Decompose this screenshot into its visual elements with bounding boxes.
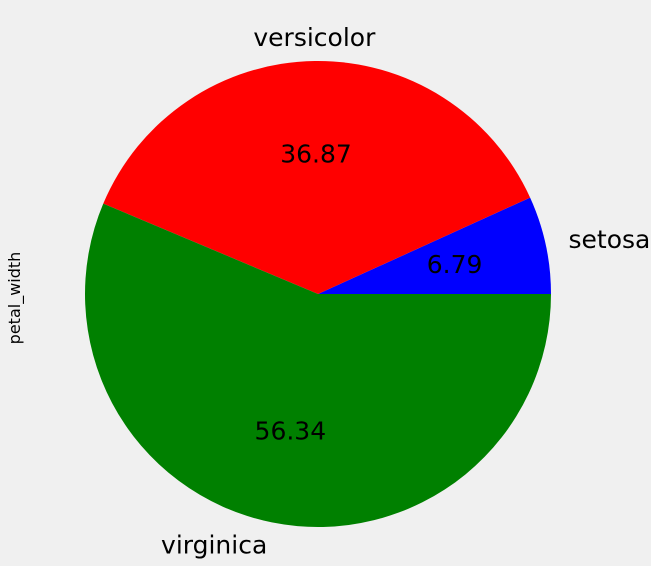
pie-slice-setosa	[318, 197, 551, 294]
pie-slices	[85, 61, 551, 527]
slice-value-versicolor: 36.87	[280, 140, 352, 169]
y-axis-label: petal_width	[5, 252, 25, 345]
slice-label-setosa: setosa	[568, 225, 650, 254]
slice-value-virginica: 56.34	[255, 417, 327, 446]
pie-slice-virginica	[85, 203, 551, 527]
pie-labels: setosa 6.79 versicolor 36.87 virginica 56.34	[161, 23, 650, 560]
slice-label-virginica: virginica	[161, 531, 267, 560]
slice-label-versicolor: versicolor	[253, 23, 376, 52]
pie-slice-versicolor	[103, 61, 531, 295]
slice-value-setosa: 6.79	[427, 250, 483, 279]
